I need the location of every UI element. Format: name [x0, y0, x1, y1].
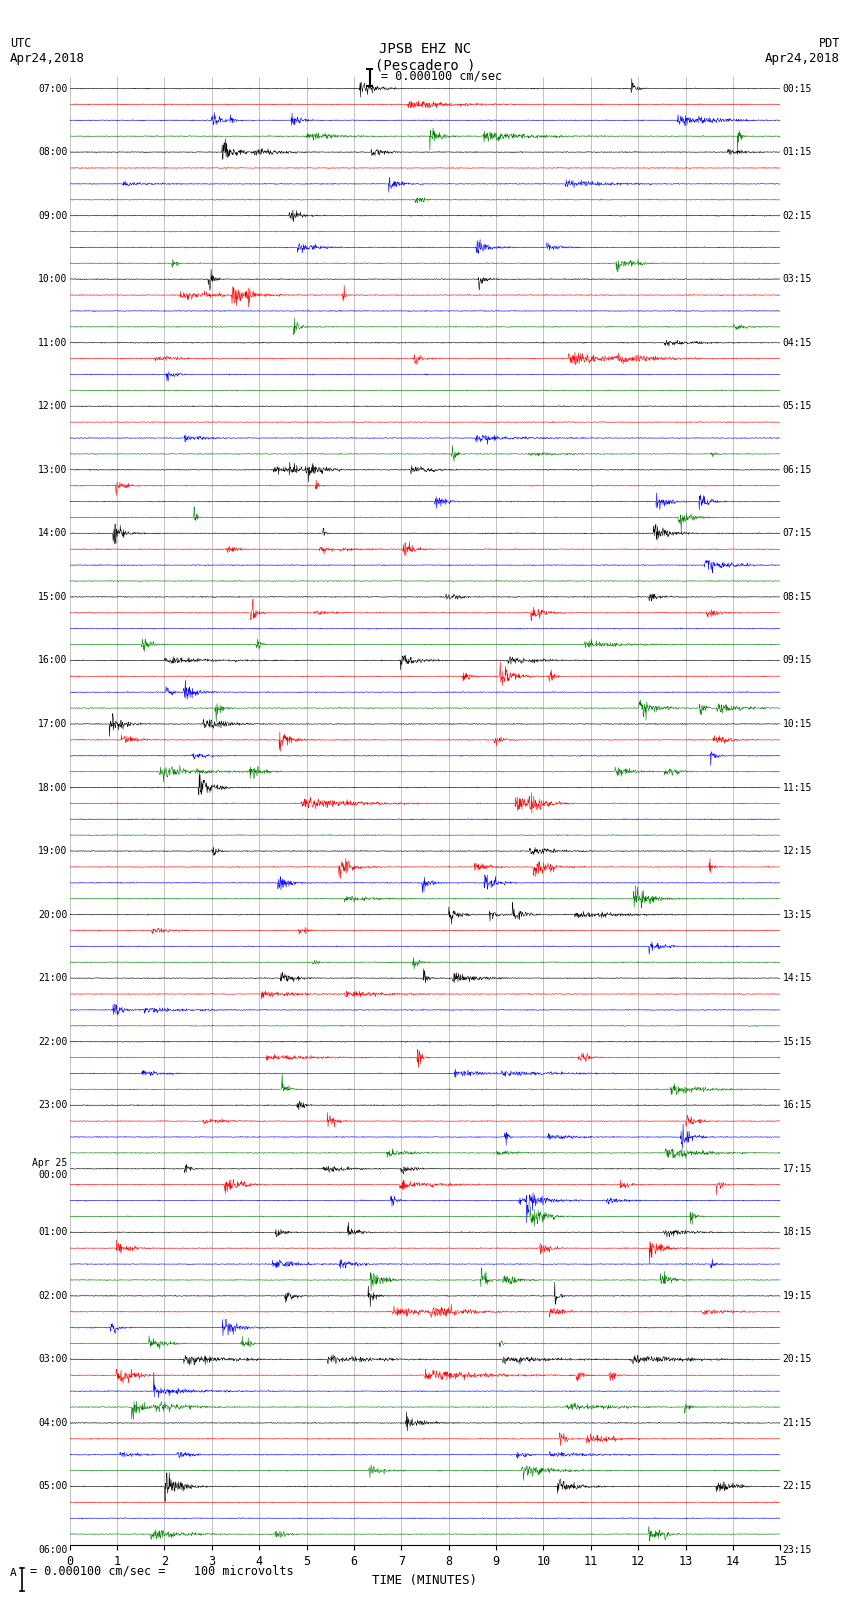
Text: 18:00: 18:00: [38, 782, 67, 792]
Text: 01:15: 01:15: [783, 147, 812, 156]
Text: 15:15: 15:15: [783, 1037, 812, 1047]
Text: PDT: PDT: [819, 37, 840, 50]
Text: 21:15: 21:15: [783, 1418, 812, 1428]
Text: 23:15: 23:15: [783, 1545, 812, 1555]
Text: 04:00: 04:00: [38, 1418, 67, 1428]
Text: A: A: [10, 1568, 17, 1578]
Text: 12:15: 12:15: [783, 847, 812, 857]
Text: 10:00: 10:00: [38, 274, 67, 284]
Text: 13:00: 13:00: [38, 465, 67, 474]
Text: 17:00: 17:00: [38, 719, 67, 729]
Text: 19:00: 19:00: [38, 847, 67, 857]
Text: 12:00: 12:00: [38, 402, 67, 411]
Text: (Pescadero ): (Pescadero ): [375, 58, 475, 73]
Text: 02:15: 02:15: [783, 211, 812, 221]
Text: Apr24,2018: Apr24,2018: [765, 52, 840, 65]
Text: 16:00: 16:00: [38, 655, 67, 666]
Text: 01:00: 01:00: [38, 1227, 67, 1237]
Text: 17:15: 17:15: [783, 1163, 812, 1174]
Text: 10:15: 10:15: [783, 719, 812, 729]
Text: = 0.000100 cm/sec =    100 microvolts: = 0.000100 cm/sec = 100 microvolts: [30, 1565, 293, 1578]
X-axis label: TIME (MINUTES): TIME (MINUTES): [372, 1574, 478, 1587]
Text: 16:15: 16:15: [783, 1100, 812, 1110]
Text: 09:00: 09:00: [38, 211, 67, 221]
Text: 22:00: 22:00: [38, 1037, 67, 1047]
Text: 23:00: 23:00: [38, 1100, 67, 1110]
Text: JPSB EHZ NC: JPSB EHZ NC: [379, 42, 471, 56]
Text: 20:15: 20:15: [783, 1355, 812, 1365]
Text: 03:00: 03:00: [38, 1355, 67, 1365]
Text: 06:15: 06:15: [783, 465, 812, 474]
Text: 15:00: 15:00: [38, 592, 67, 602]
Text: 06:00: 06:00: [38, 1545, 67, 1555]
Text: 14:15: 14:15: [783, 973, 812, 984]
Text: 08:15: 08:15: [783, 592, 812, 602]
Text: 14:00: 14:00: [38, 529, 67, 539]
Text: 04:15: 04:15: [783, 337, 812, 348]
Text: 00:15: 00:15: [783, 84, 812, 94]
Text: = 0.000100 cm/sec: = 0.000100 cm/sec: [381, 69, 502, 82]
Text: 11:00: 11:00: [38, 337, 67, 348]
Text: 05:00: 05:00: [38, 1481, 67, 1492]
Text: 13:15: 13:15: [783, 910, 812, 919]
Text: 09:15: 09:15: [783, 655, 812, 666]
Text: Apr 25
00:00: Apr 25 00:00: [32, 1158, 67, 1179]
Text: 03:15: 03:15: [783, 274, 812, 284]
Text: 02:00: 02:00: [38, 1290, 67, 1300]
Text: 05:15: 05:15: [783, 402, 812, 411]
Text: 07:00: 07:00: [38, 84, 67, 94]
Text: 21:00: 21:00: [38, 973, 67, 984]
Text: 18:15: 18:15: [783, 1227, 812, 1237]
Text: Apr24,2018: Apr24,2018: [10, 52, 85, 65]
Text: 11:15: 11:15: [783, 782, 812, 792]
Text: UTC: UTC: [10, 37, 31, 50]
Text: 08:00: 08:00: [38, 147, 67, 156]
Text: 07:15: 07:15: [783, 529, 812, 539]
Text: 19:15: 19:15: [783, 1290, 812, 1300]
Text: 22:15: 22:15: [783, 1481, 812, 1492]
Text: 20:00: 20:00: [38, 910, 67, 919]
